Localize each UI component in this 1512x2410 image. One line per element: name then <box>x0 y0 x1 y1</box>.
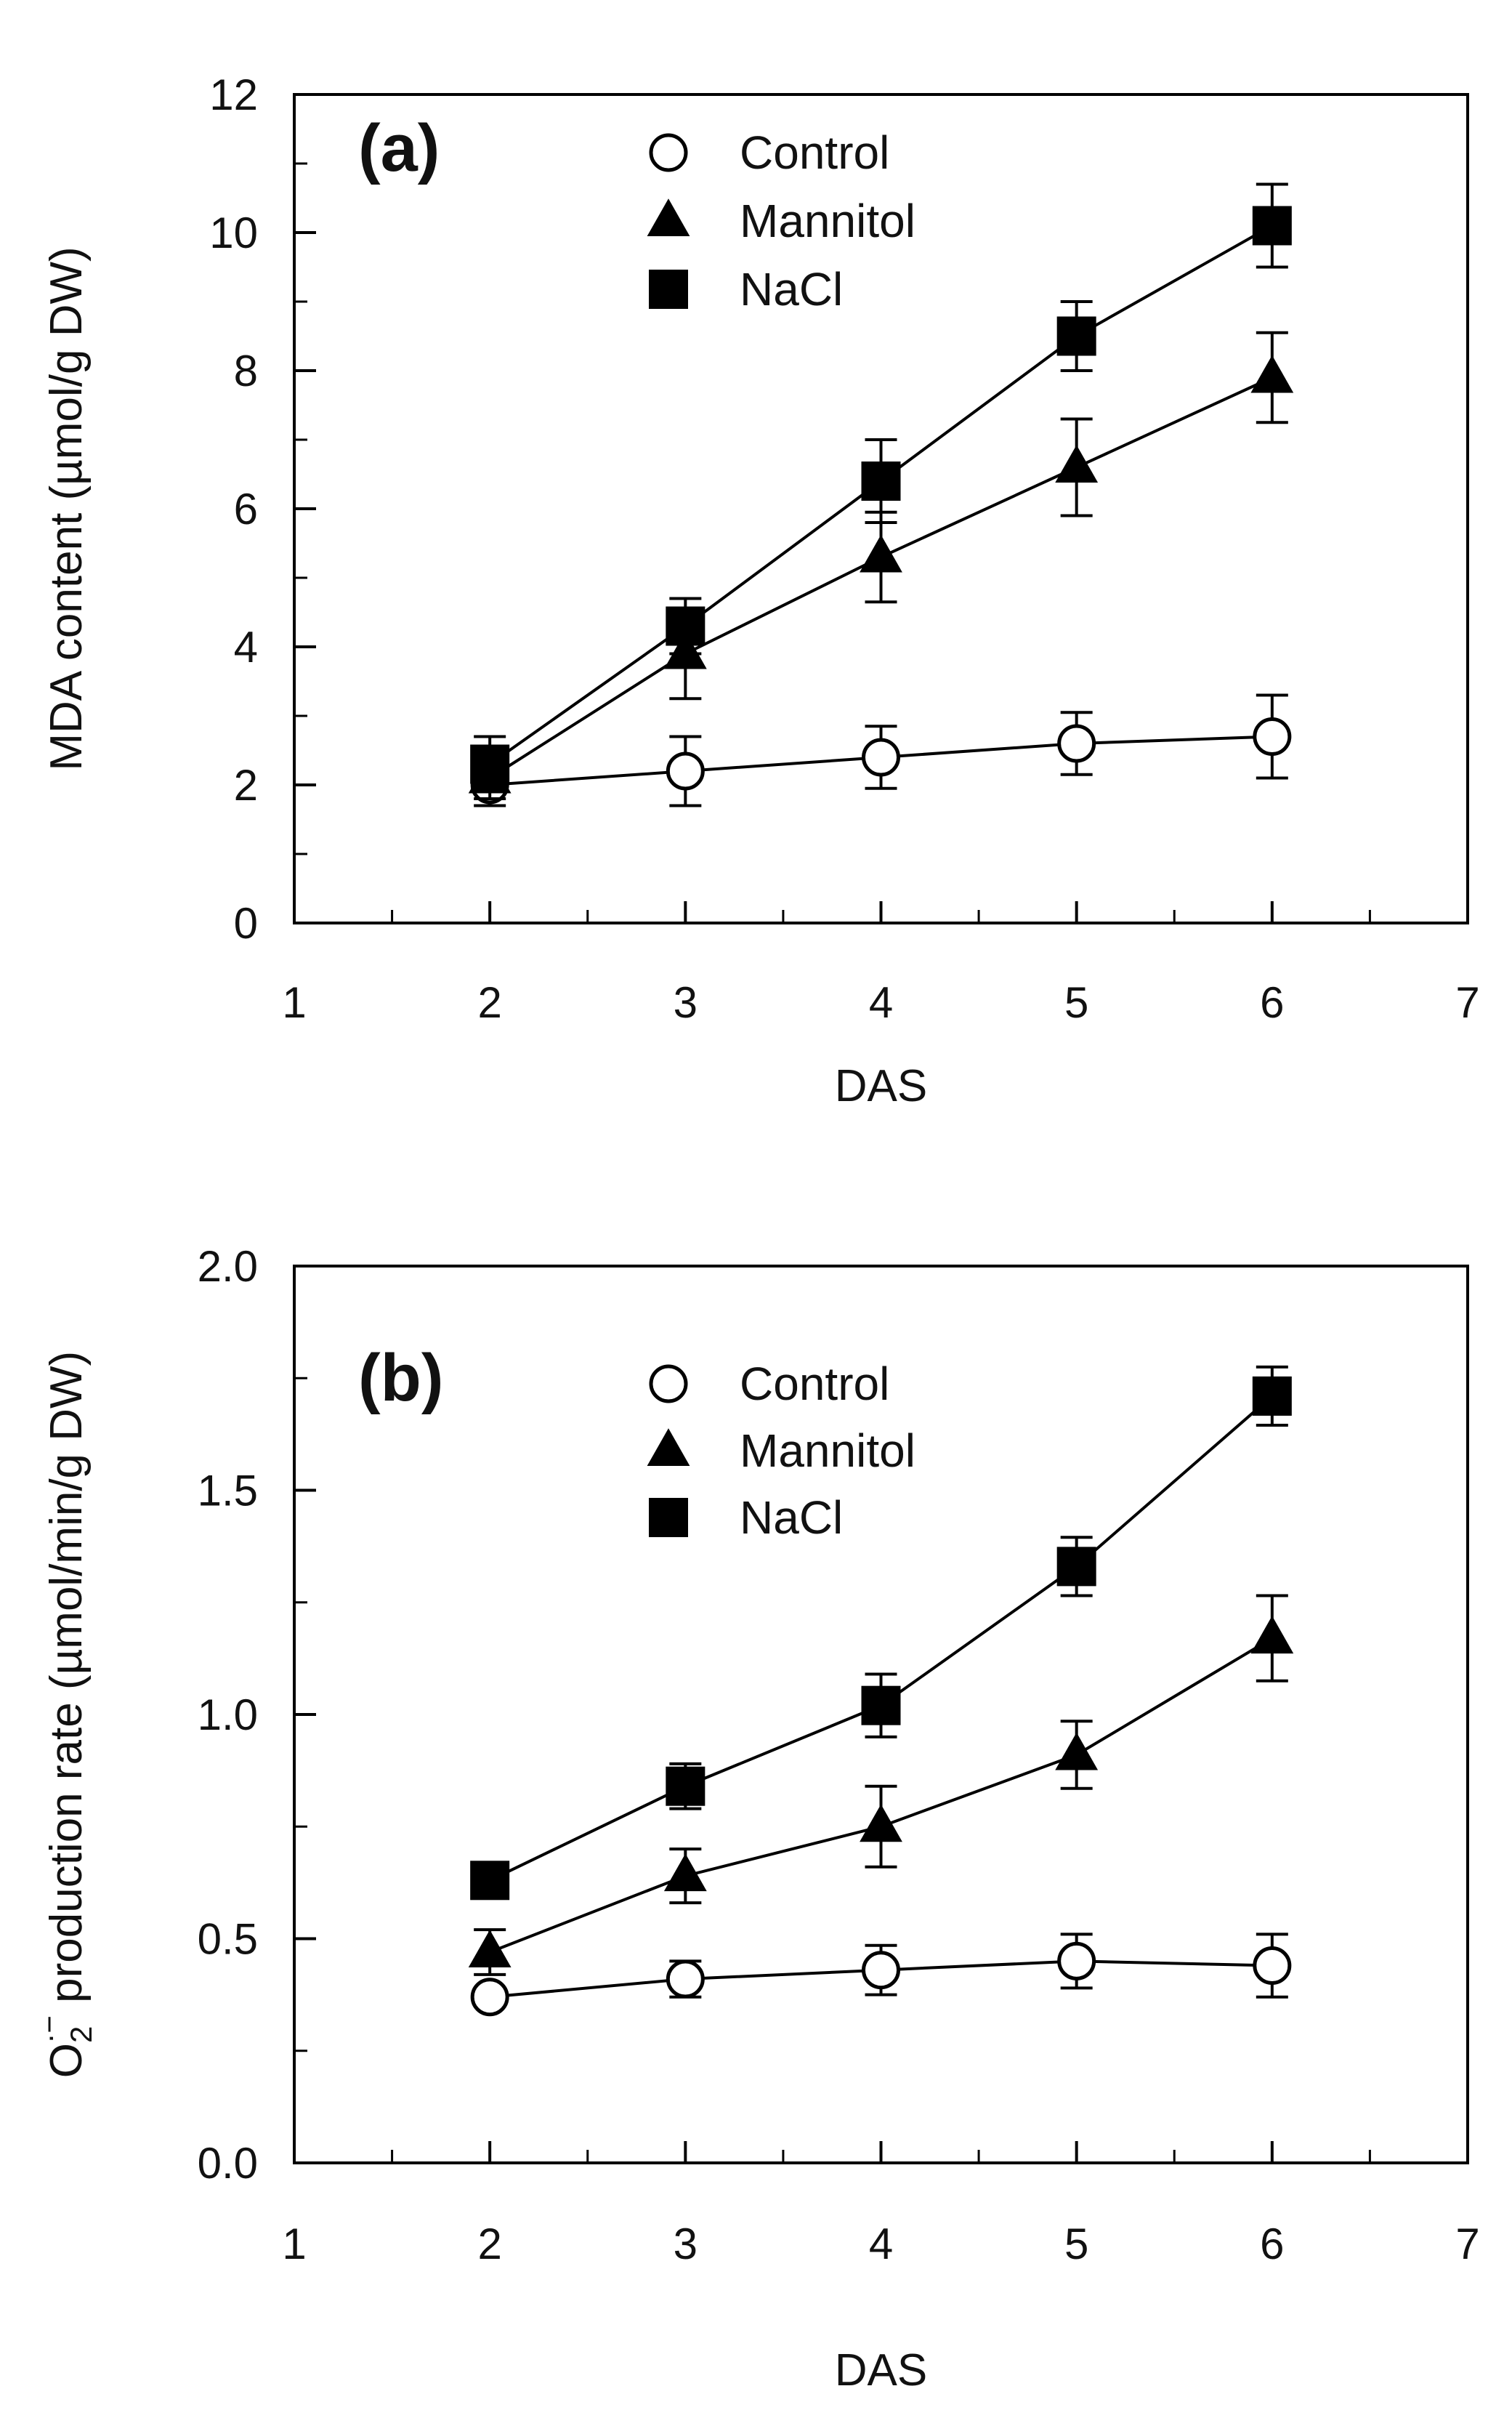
legend-label: Control <box>740 1358 889 1410</box>
legend-marker <box>649 1498 688 1537</box>
x-tick-label: 1 <box>282 978 306 1027</box>
legend-label: Mannitol <box>740 1424 915 1477</box>
legend-marker <box>649 133 688 172</box>
y-tick-label: 10 <box>209 209 258 257</box>
data-point <box>1055 1732 1099 1770</box>
legend-label: NaCl <box>740 1491 843 1544</box>
data-point <box>470 1861 510 1901</box>
data-point <box>1057 724 1096 763</box>
panel-label: (a) <box>358 111 440 185</box>
data-point <box>1057 1941 1096 1980</box>
x-tick-label: 4 <box>869 978 893 1027</box>
data-point <box>1250 355 1294 393</box>
x-tick-label: 5 <box>1064 2220 1088 2268</box>
y-axis-title-superscript: ·− <box>32 2015 66 2044</box>
y-axis-title: MDA content (µmol/g DW) <box>41 246 92 770</box>
data-point <box>1250 1616 1294 1654</box>
data-point <box>860 534 902 573</box>
legend-marker <box>647 198 690 236</box>
x-axis-title: DAS <box>835 1061 927 1111</box>
panel-label: (b) <box>358 1341 443 1415</box>
series-mannitol <box>468 1594 1294 1976</box>
data-point <box>663 1853 707 1892</box>
y-tick-label: 1.5 <box>198 1467 258 1515</box>
y-axis-title-symbol: O <box>41 2043 92 2078</box>
x-axis-title: DAS <box>835 2345 927 2395</box>
data-point <box>468 1930 512 1968</box>
x-tick-label: 2 <box>477 2220 501 2268</box>
x-tick-label: 4 <box>869 2220 893 2268</box>
y-tick-label: 6 <box>234 485 258 533</box>
legend-marker <box>649 270 688 309</box>
data-point <box>861 1685 901 1725</box>
y-tick-label: 8 <box>234 347 258 395</box>
x-tick-label: 3 <box>674 2220 698 2268</box>
series-nacl <box>470 182 1292 794</box>
data-point <box>470 1978 509 2017</box>
data-point <box>1253 717 1292 756</box>
y-axis-title-text: production rate (µmol/min/g DW) <box>41 1351 92 2015</box>
y-tick-label: 4 <box>234 623 258 672</box>
data-point <box>860 1804 902 1842</box>
y-tick-label: 0.5 <box>198 1915 258 1964</box>
y-tick-label: 2.0 <box>198 1242 258 1291</box>
x-tick-label: 6 <box>1260 2220 1284 2268</box>
x-tick-label: 5 <box>1064 978 1088 1027</box>
legend-marker <box>647 1428 690 1466</box>
x-tick-label: 3 <box>674 978 698 1027</box>
legend-marker <box>649 1364 688 1403</box>
data-point <box>862 1951 900 1990</box>
legend-label: NaCl <box>740 263 843 315</box>
y-axis-title-subscript: 2 <box>64 2026 98 2043</box>
x-tick-label: 7 <box>1455 978 1479 1027</box>
y-tick-label: 0.0 <box>198 2139 258 2188</box>
data-point <box>1252 1376 1292 1416</box>
data-point <box>1056 316 1096 356</box>
data-point <box>666 751 705 791</box>
y-tick-label: 1.0 <box>198 1690 258 1739</box>
legend-label: Control <box>740 126 889 179</box>
x-tick-label: 7 <box>1455 2220 1479 2268</box>
data-point <box>1252 206 1292 246</box>
y-axis-title: O2·− production rate (µmol/min/g DW) <box>32 1351 98 2078</box>
x-tick-label: 6 <box>1260 978 1284 1027</box>
x-tick-label: 2 <box>477 978 501 1027</box>
series-control <box>470 1933 1292 2017</box>
x-tick-label: 1 <box>282 2220 306 2268</box>
data-point <box>666 606 706 646</box>
data-point <box>861 462 901 501</box>
data-point <box>1056 1547 1096 1587</box>
data-point <box>470 744 510 784</box>
legend-label: Mannitol <box>740 195 915 247</box>
data-point <box>862 738 900 777</box>
data-point <box>666 1766 706 1806</box>
y-tick-label: 12 <box>209 70 258 119</box>
y-tick-label: 0 <box>234 899 258 948</box>
data-point <box>1253 1946 1292 1986</box>
data-point <box>1055 445 1099 483</box>
y-tick-label: 2 <box>234 761 258 810</box>
data-point <box>666 1959 705 1999</box>
series-nacl <box>470 1365 1292 1901</box>
